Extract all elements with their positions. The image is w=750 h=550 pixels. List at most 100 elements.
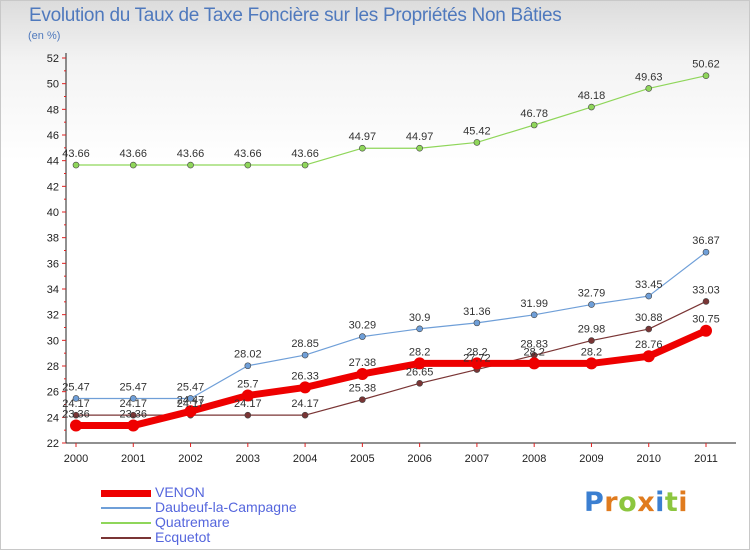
data-label: 24.17 bbox=[177, 398, 205, 410]
data-point bbox=[187, 395, 194, 402]
legend-label: VENON bbox=[155, 484, 205, 500]
legend-label: Daubeuf-la-Campagne bbox=[155, 499, 297, 515]
data-label: 33.03 bbox=[692, 284, 720, 296]
series-line-venon bbox=[76, 327, 708, 430]
data-point bbox=[129, 161, 137, 169]
data-point bbox=[187, 161, 194, 169]
y-tick-label: 46 bbox=[47, 130, 59, 142]
data-label: 27.72 bbox=[463, 353, 491, 365]
data-point bbox=[127, 419, 140, 432]
data-label: 24.17 bbox=[291, 398, 319, 410]
data-label: 30.88 bbox=[635, 312, 663, 324]
y-tick-label: 26 bbox=[47, 387, 59, 399]
data-point bbox=[416, 325, 423, 333]
data-label: 45.42 bbox=[463, 125, 491, 137]
data-label: 28.2 bbox=[581, 346, 602, 358]
y-tick-label: 42 bbox=[47, 181, 59, 193]
y-tick-label: 22 bbox=[47, 438, 59, 450]
x-tick-label: 2009 bbox=[579, 453, 603, 465]
data-label: 23.36 bbox=[120, 409, 148, 421]
legend-swatch bbox=[101, 522, 151, 524]
data-label: 49.63 bbox=[635, 71, 663, 83]
data-point bbox=[530, 311, 538, 319]
data-label: 43.66 bbox=[177, 148, 205, 160]
x-tick-label: 2010 bbox=[636, 453, 660, 465]
data-point bbox=[470, 357, 483, 370]
data-label: 26.65 bbox=[406, 366, 434, 378]
y-tick-label: 48 bbox=[47, 104, 59, 116]
data-label: 30.9 bbox=[409, 312, 430, 324]
data-point bbox=[473, 139, 481, 146]
legend-label: Quatremare bbox=[155, 514, 230, 530]
y-tick-label: 38 bbox=[47, 233, 59, 245]
data-point bbox=[72, 161, 80, 169]
data-label: 46.78 bbox=[520, 108, 548, 120]
data-point bbox=[645, 292, 653, 300]
legend-swatch bbox=[101, 537, 151, 539]
data-label: 24.17 bbox=[120, 398, 148, 410]
x-tick-label: 2006 bbox=[407, 453, 431, 465]
x-tick-label: 2000 bbox=[64, 453, 88, 465]
y-tick-label: 30 bbox=[47, 335, 59, 347]
data-label: 31.36 bbox=[463, 306, 491, 318]
data-point bbox=[702, 72, 710, 80]
data-point bbox=[413, 357, 426, 370]
data-point bbox=[645, 325, 653, 333]
x-tick-label: 2001 bbox=[121, 453, 145, 465]
data-label: 27.38 bbox=[349, 357, 377, 369]
logo-letter: t bbox=[664, 487, 679, 518]
data-point bbox=[588, 103, 595, 111]
y-tick-label: 50 bbox=[47, 79, 59, 91]
data-label: 33.45 bbox=[635, 279, 663, 291]
data-point bbox=[530, 121, 538, 129]
data-point bbox=[244, 161, 252, 169]
x-tick-label: 2003 bbox=[236, 453, 260, 465]
data-point bbox=[301, 411, 309, 419]
data-point bbox=[702, 298, 710, 305]
series-line-quatremare bbox=[76, 75, 707, 166]
logo-letter: i bbox=[678, 487, 689, 518]
data-point bbox=[416, 380, 423, 387]
data-label: 24.17 bbox=[234, 398, 262, 410]
data-point bbox=[184, 405, 197, 418]
data-label: 26.33 bbox=[291, 370, 319, 382]
y-tick-label: 44 bbox=[47, 156, 59, 168]
logo-letter: P bbox=[584, 487, 605, 518]
x-tick-label: 2004 bbox=[293, 453, 317, 465]
data-label: 25.47 bbox=[177, 381, 205, 393]
y-tick-label: 52 bbox=[47, 53, 59, 65]
x-tick-label: 2005 bbox=[350, 453, 374, 465]
data-point bbox=[241, 389, 254, 402]
data-label: 25.38 bbox=[349, 383, 377, 395]
data-point bbox=[700, 324, 712, 337]
data-label: 24.17 bbox=[62, 398, 90, 410]
logo-letter: o bbox=[618, 487, 638, 518]
y-tick-label: 36 bbox=[47, 258, 59, 270]
data-label: 32.79 bbox=[578, 288, 606, 300]
data-label: 28.2 bbox=[466, 346, 487, 358]
y-tick-label: 34 bbox=[47, 284, 59, 296]
data-label: 30.75 bbox=[692, 314, 720, 326]
x-tick-label: 2008 bbox=[522, 453, 546, 465]
data-label: 30.29 bbox=[349, 320, 377, 332]
data-point bbox=[359, 333, 366, 340]
data-label: 28.76 bbox=[635, 339, 663, 351]
data-label: 36.87 bbox=[692, 235, 720, 247]
data-point bbox=[356, 367, 369, 380]
logo-letter: r bbox=[604, 487, 619, 518]
data-point bbox=[244, 411, 252, 419]
data-point bbox=[129, 411, 137, 419]
data-point bbox=[645, 85, 653, 92]
data-label: 23.36 bbox=[62, 409, 90, 421]
legend-label: Ecquetot bbox=[155, 529, 211, 545]
y-tick-label: 28 bbox=[47, 361, 59, 373]
data-point bbox=[299, 381, 312, 394]
data-point bbox=[359, 396, 366, 403]
data-point bbox=[702, 248, 710, 256]
data-label: 43.66 bbox=[291, 148, 319, 160]
data-label: 43.66 bbox=[120, 148, 148, 160]
unit-label: (en %) bbox=[28, 30, 61, 42]
data-label: 31.99 bbox=[520, 298, 548, 310]
